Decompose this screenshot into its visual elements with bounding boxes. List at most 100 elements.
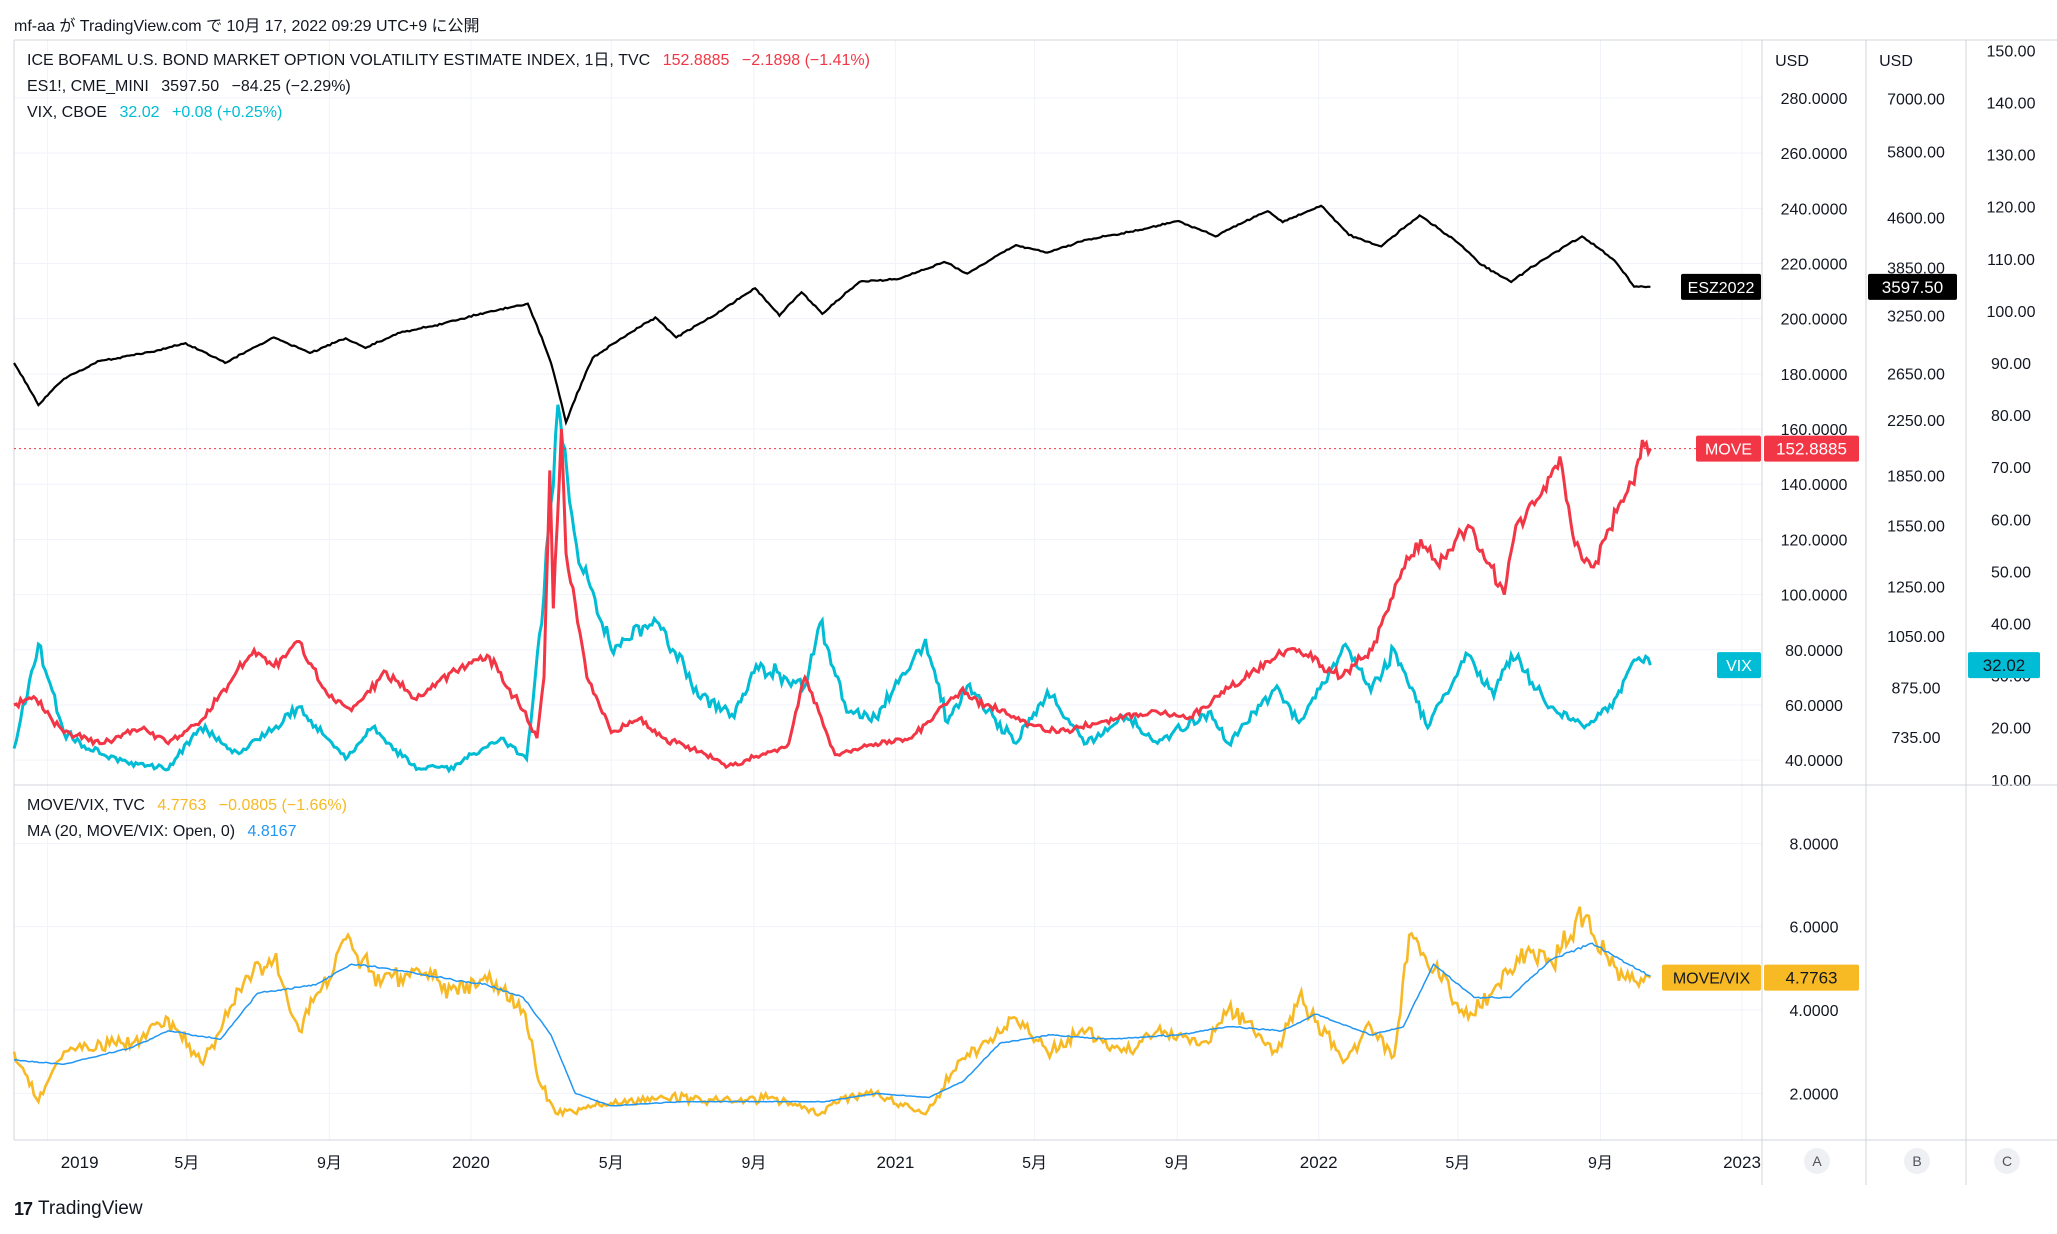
move-series-line (13, 429, 1652, 770)
axis-a-tick-label: 60.0000 (1785, 698, 1843, 715)
footer-brand-text: TradingView (38, 1198, 143, 1219)
es-series-line (13, 204, 1651, 426)
top-pane-legend: ICE BOFAML U.S. BOND MARKET OPTION VOLAT… (27, 48, 878, 126)
legend-es-name: ES1!, CME_MINI (27, 78, 149, 95)
legend-ma[interactable]: MA (20, MOVE/VIX: Open, 0) 4.8167 (27, 819, 355, 845)
es-series-tag: ESZ2022 (1688, 280, 1755, 297)
ma-line (13, 942, 1651, 1107)
ratio-price-tag-bg (1764, 964, 1859, 991)
legend-move-name: ICE BOFAML U.S. BOND MARKET OPTION VOLAT… (27, 52, 651, 69)
axis-a-tick-label: 180.0000 (1781, 367, 1848, 384)
ratio-series-tag: MOVE/VIX (1673, 971, 1751, 988)
ratio-axis-tick-label: 4.0000 (1790, 1003, 1839, 1020)
legend-move[interactable]: ICE BOFAML U.S. BOND MARKET OPTION VOLAT… (27, 48, 878, 74)
move-price-tag-bg (1764, 435, 1859, 462)
legend-move-change: −2.1898 (−1.41%) (741, 52, 870, 69)
publish-header: mf-aa が TradingView.com で 10月 17, 2022 0… (14, 18, 480, 35)
ratio-price-tag: 4.7763 (1786, 969, 1838, 988)
axis-b-tick-label: 1250.00 (1887, 579, 1945, 596)
x-tick-label: 5月 (174, 1155, 199, 1172)
axis-a-tick-label: 280.0000 (1781, 91, 1848, 108)
x-tick-label: 5月 (1022, 1155, 1047, 1172)
axis-a-tick-label: 200.0000 (1781, 312, 1848, 329)
legend-ratio-change: −0.0805 (−1.66%) (218, 797, 347, 814)
legend-vix-value: 32.02 (119, 104, 160, 121)
x-tick-label: 2019 (61, 1153, 99, 1172)
axis-a-tick-label: 100.0000 (1781, 588, 1848, 605)
move-series-tag-bg (1696, 435, 1761, 462)
es-series-tag-bg (1681, 273, 1761, 300)
axis-c-tick-label: 90.00 (1991, 356, 2031, 373)
axis-b-tick-label: 2650.00 (1887, 366, 1945, 383)
x-tick-label: 9月 (1588, 1155, 1613, 1172)
axis-a-tick-label: 160.0000 (1781, 422, 1848, 439)
x-tick-label: 9月 (741, 1155, 766, 1172)
x-tick-label: 9月 (317, 1155, 342, 1172)
axis-b-tick-label: 2250.00 (1887, 413, 1945, 430)
axis-c-tick-label: 10.00 (1991, 773, 2031, 790)
axis-a-tick-label: 40.0000 (1785, 753, 1843, 770)
es-price-tag: 3597.50 (1882, 278, 1943, 297)
axis-a-tick-label: 240.0000 (1781, 201, 1848, 218)
ratio-axis-tick-label: 8.0000 (1790, 836, 1839, 853)
vix-price-tag: 32.02 (1983, 656, 2026, 675)
axis-b-tick-label: 875.00 (1892, 680, 1941, 697)
legend-ratio-name: MOVE/VIX, TVC (27, 797, 145, 814)
ratio-series-tag-bg (1662, 964, 1761, 991)
x-tick-label: 9月 (1165, 1155, 1190, 1172)
vix-series-tag-bg (1717, 652, 1761, 679)
axis-b-tick-label: 1050.00 (1887, 629, 1945, 646)
axis-c-tick-label: 60.00 (1991, 512, 2031, 529)
axis-a-tick-label: 80.0000 (1785, 643, 1843, 660)
pane-c-button[interactable]: C (1994, 1148, 2020, 1174)
pane-a-button[interactable]: A (1804, 1148, 1830, 1174)
axis-b-tick-label: 7000.00 (1887, 91, 1945, 108)
axis-a-tick-label: 260.0000 (1781, 146, 1848, 163)
axis-c-tick-label: 140.00 (1987, 96, 2036, 113)
legend-es-value: 3597.50 (161, 78, 220, 95)
legend-ratio[interactable]: MOVE/VIX, TVC 4.7763 −0.0805 (−1.66%) (27, 793, 355, 819)
axis-b-tick-label: 1850.00 (1887, 468, 1945, 485)
axis-c-tick-label: 50.00 (1991, 564, 2031, 581)
axis-c-tick-label: 20.00 (1991, 721, 2031, 738)
axis-c-tick-label: 110.00 (1987, 252, 2035, 269)
axis-a-currency: USD (1775, 53, 1809, 70)
axis-b-tick-label: 3250.00 (1887, 309, 1945, 326)
legend-ratio-value: 4.7763 (157, 797, 207, 814)
move-price-tag: 152.8885 (1776, 440, 1847, 459)
axis-b-currency: USD (1879, 53, 1913, 70)
axis-b-tick-label: 5800.00 (1887, 145, 1945, 162)
axis-c-tick-label: 40.00 (1991, 616, 2031, 633)
pane-b-button[interactable]: B (1904, 1148, 1930, 1174)
legend-es-change: −84.25 (−2.29%) (231, 78, 351, 95)
legend-es[interactable]: ES1!, CME_MINI 3597.50 −84.25 (−2.29%) (27, 74, 878, 100)
bottom-pane-legend: MOVE/VIX, TVC 4.7763 −0.0805 (−1.66%) MA… (27, 793, 355, 845)
legend-ma-name: MA (20, MOVE/VIX: Open, 0) (27, 823, 236, 840)
axis-b-tick-label: 735.00 (1892, 730, 1941, 747)
ratio-axis-tick-label: 6.0000 (1790, 920, 1839, 937)
axis-a-tick-label: 220.0000 (1781, 257, 1848, 274)
axis-b-tick-label: 3850.00 (1887, 261, 1945, 278)
move-series-tag: MOVE (1705, 442, 1752, 459)
vix-series-line (12, 404, 1652, 774)
x-tick-label: 2020 (452, 1153, 490, 1172)
footer-branding[interactable]: 17 TradingView (14, 1198, 143, 1220)
legend-vix-name: VIX, CBOE (27, 104, 108, 121)
tradingview-logo-icon: 17 (14, 1198, 33, 1219)
axis-c-tick-label: 80.00 (1991, 408, 2031, 425)
x-tick-label: 2021 (876, 1153, 914, 1172)
legend-vix[interactable]: VIX, CBOE 32.02 +0.08 (+0.25%) (27, 100, 878, 126)
legend-vix-change: +0.08 (+0.25%) (171, 104, 283, 121)
plot-area (14, 40, 1762, 1140)
x-tick-label: 5月 (1445, 1155, 1470, 1172)
axis-c-tick-label: 150.00 (1987, 43, 2036, 60)
axis-c-tick-label: 130.00 (1987, 148, 2036, 165)
axis-c-tick-label: 100.00 (1987, 304, 2036, 321)
axis-b-tick-label: 1550.00 (1887, 518, 1945, 535)
ratio-axis-tick-label: 2.0000 (1790, 1086, 1839, 1103)
move-vix-ratio-line (12, 906, 1652, 1118)
x-tick-label: 2023 (1723, 1153, 1761, 1172)
axis-c-tick-label: 70.00 (1991, 460, 2031, 477)
es-price-tag-bg (1868, 273, 1957, 300)
